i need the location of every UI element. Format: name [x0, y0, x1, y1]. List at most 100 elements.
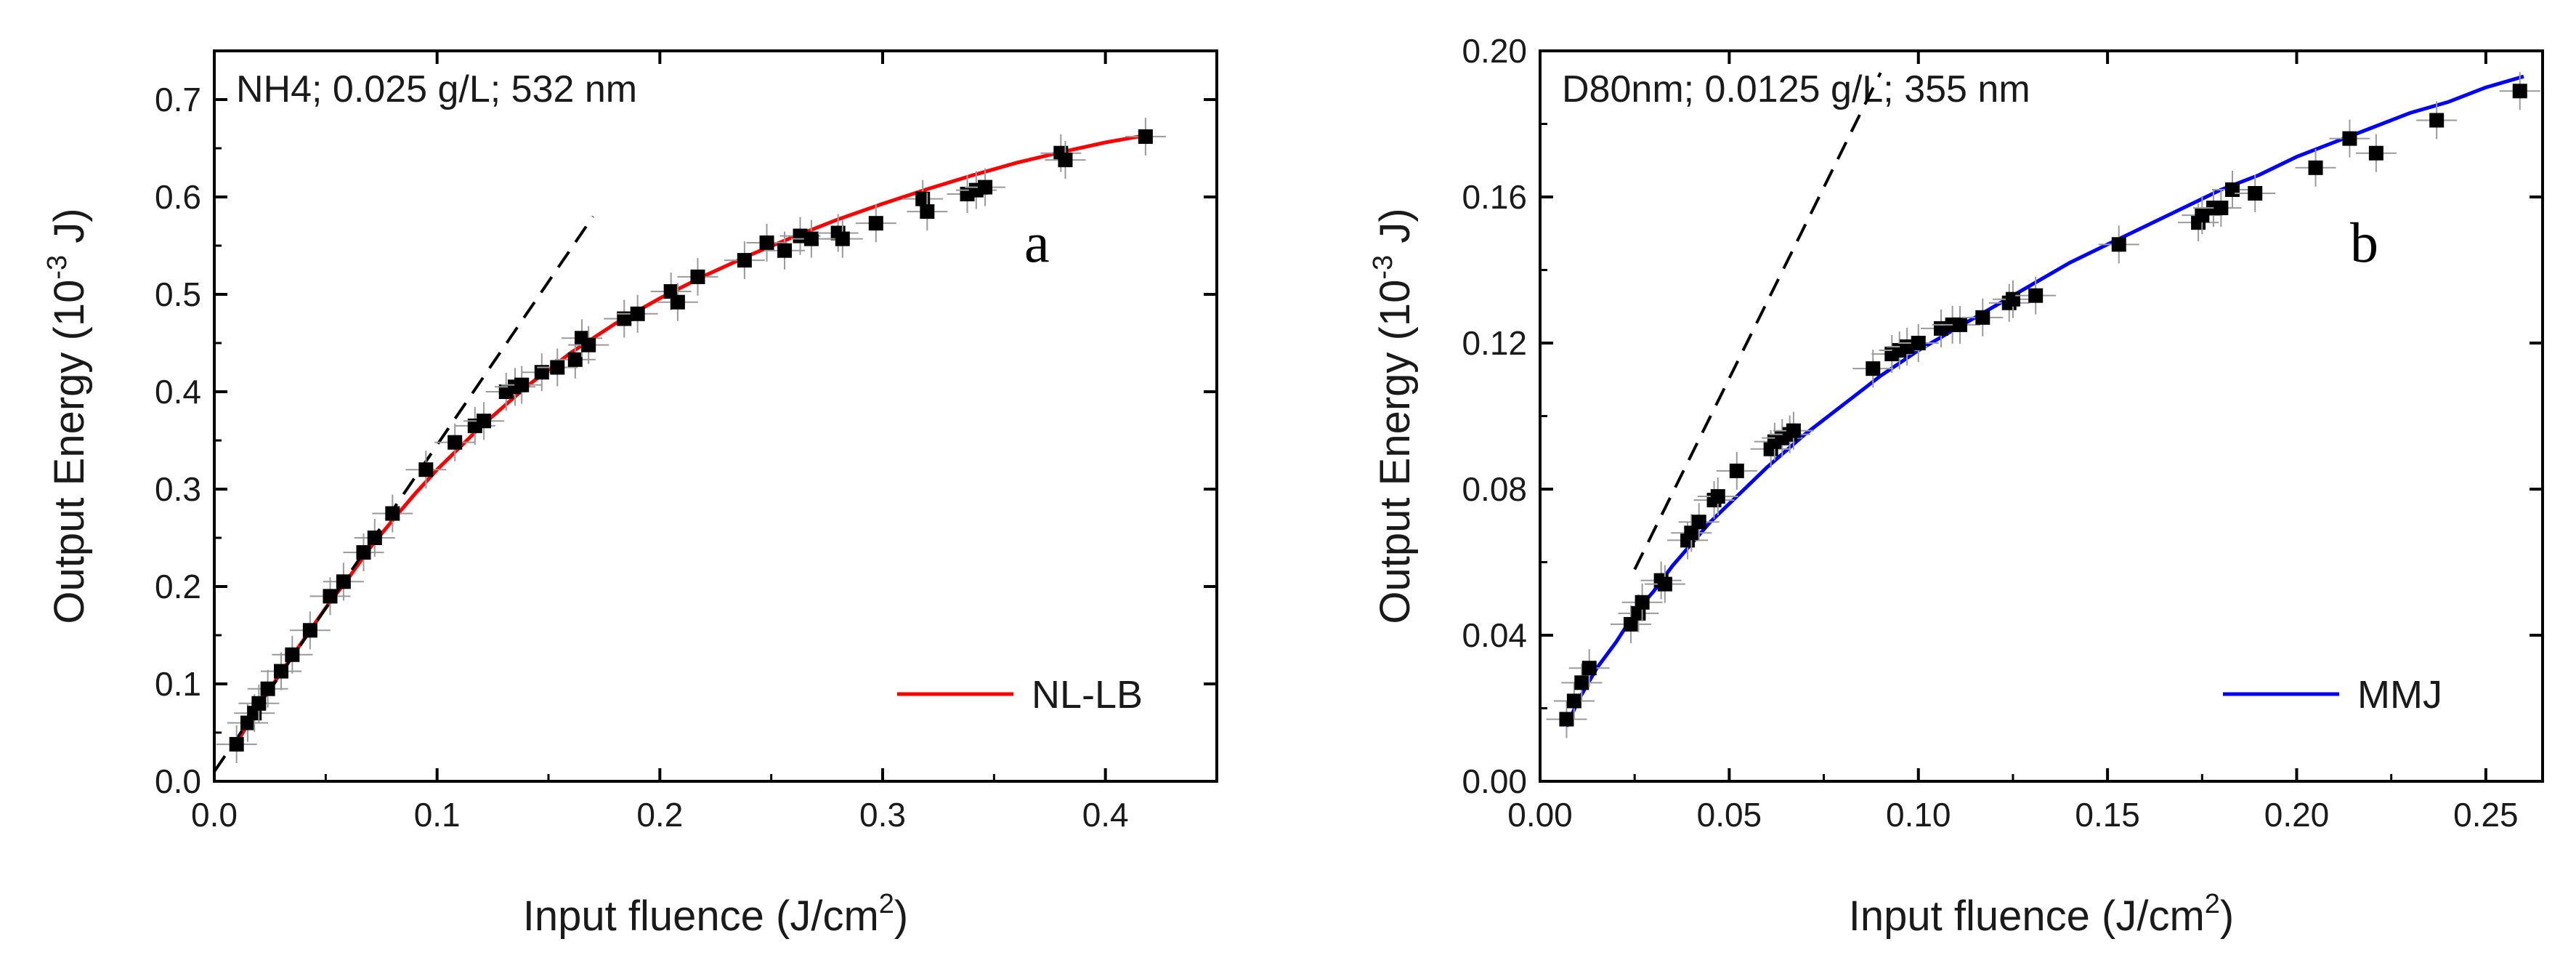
data-marker	[1953, 317, 1968, 332]
data-point	[434, 423, 476, 462]
y-tick-label: 0.20	[1462, 32, 1527, 70]
data-marker	[1684, 525, 1699, 541]
x-tick-label: 0.20	[2264, 796, 2330, 834]
linear-guide-dashed	[214, 215, 594, 773]
data-point	[1546, 700, 1587, 738]
data-marker	[690, 269, 705, 284]
data-point	[764, 231, 806, 270]
data-point	[1773, 411, 1814, 450]
data-marker	[1911, 336, 1926, 350]
data-marker	[581, 337, 596, 352]
data-marker	[835, 231, 850, 246]
x-tick-label: 0.1	[414, 796, 461, 834]
data-marker	[229, 737, 244, 752]
data-point	[746, 223, 787, 262]
data-point	[568, 326, 609, 364]
data-marker	[920, 204, 935, 219]
data-marker	[514, 377, 530, 392]
data-point	[902, 180, 944, 218]
data-marker	[1657, 576, 1672, 592]
data-marker	[1710, 489, 1725, 504]
panel-a-plot-area	[214, 117, 1166, 773]
data-point	[238, 684, 280, 722]
data-marker	[385, 506, 400, 521]
chart-panel-a: 0.0 0.1 0.2 0.3 0.4 0.0 0.1 0.2 0.3 0.4 0.5 0.6 0.7 I…	[42, 49, 1218, 940]
data-marker	[2368, 145, 2383, 161]
data-marker	[1581, 661, 1597, 676]
data-point	[790, 219, 832, 258]
data-marker	[759, 235, 774, 250]
data-point	[907, 193, 948, 231]
y-tick-label: 0.04	[1462, 616, 1527, 654]
y-tick-label: 0.16	[1462, 178, 1527, 216]
data-point	[1671, 514, 1712, 552]
data-marker	[1975, 310, 1990, 325]
data-marker	[1574, 675, 1589, 690]
y-axis-title: Output Energy (10-3 J)	[42, 208, 93, 624]
data-marker	[477, 414, 492, 429]
data-marker	[302, 623, 317, 638]
data-point	[343, 533, 384, 572]
data-point	[677, 257, 718, 296]
panel-b-plot-area	[1546, 72, 2540, 738]
y-axis-title: Output Energy (10-3 J)	[1368, 208, 1419, 624]
data-point	[2015, 276, 2057, 315]
data-point	[1610, 605, 1651, 643]
data-marker	[274, 664, 288, 679]
data-point	[1897, 324, 1939, 362]
data-marker	[777, 243, 793, 258]
data-marker	[1786, 423, 1801, 438]
data-point	[2416, 101, 2458, 140]
x-tick-label: 0.0	[191, 796, 238, 834]
sample-annotation: NH4; 0.025 g/L; 532 nm	[236, 68, 637, 110]
data-point	[724, 241, 765, 280]
data-marker	[915, 191, 931, 206]
y-tick-label: 0.4	[155, 373, 201, 411]
data-point	[354, 519, 395, 557]
data-marker	[336, 574, 351, 589]
data-point	[1678, 503, 1720, 541]
data-marker	[737, 253, 752, 268]
data-marker	[1866, 361, 1881, 376]
data-point	[272, 635, 313, 674]
sample-annotation: D80nm; 0.0125 g/L; 355 nm	[1562, 68, 2030, 110]
x-tick-label: 0.10	[1886, 796, 1951, 834]
data-marker	[2028, 288, 2044, 303]
x-tick-label: 0.05	[1697, 796, 1762, 834]
data-marker	[803, 231, 819, 246]
data-point	[1045, 141, 1086, 180]
data-marker	[2214, 201, 2229, 216]
data-point	[1125, 117, 1166, 156]
panel-letter: a	[1024, 211, 1050, 274]
data-point	[537, 348, 578, 387]
data-marker	[447, 435, 463, 450]
data-point	[657, 283, 698, 321]
data-point	[1992, 280, 2033, 318]
data-point	[1568, 649, 1610, 688]
data-point	[463, 402, 505, 440]
data-point	[1962, 298, 2004, 337]
data-marker	[670, 294, 685, 310]
data-point	[822, 219, 863, 258]
data-marker	[1058, 153, 1073, 168]
data-point	[554, 340, 596, 379]
x-tick-label: 0.2	[636, 796, 683, 834]
data-point	[1553, 682, 1595, 720]
legend-label: MMJ	[2357, 673, 2442, 717]
data-marker	[2195, 208, 2210, 223]
data-marker	[868, 216, 883, 231]
data-point	[1621, 583, 1663, 621]
data-marker	[1559, 712, 1574, 727]
data-point	[2098, 225, 2139, 264]
legend: NL-LB	[897, 673, 1143, 717]
data-point	[372, 494, 413, 533]
data-marker	[1623, 616, 1638, 632]
y-tick-label: 0.6	[155, 178, 201, 216]
y-tick-label: 0.7	[155, 81, 201, 118]
data-marker	[367, 531, 382, 545]
data-marker	[630, 306, 645, 321]
x-tick-label: 0.4	[1082, 796, 1129, 834]
data-point	[617, 294, 658, 333]
x-tick-label: 0.3	[859, 796, 906, 834]
